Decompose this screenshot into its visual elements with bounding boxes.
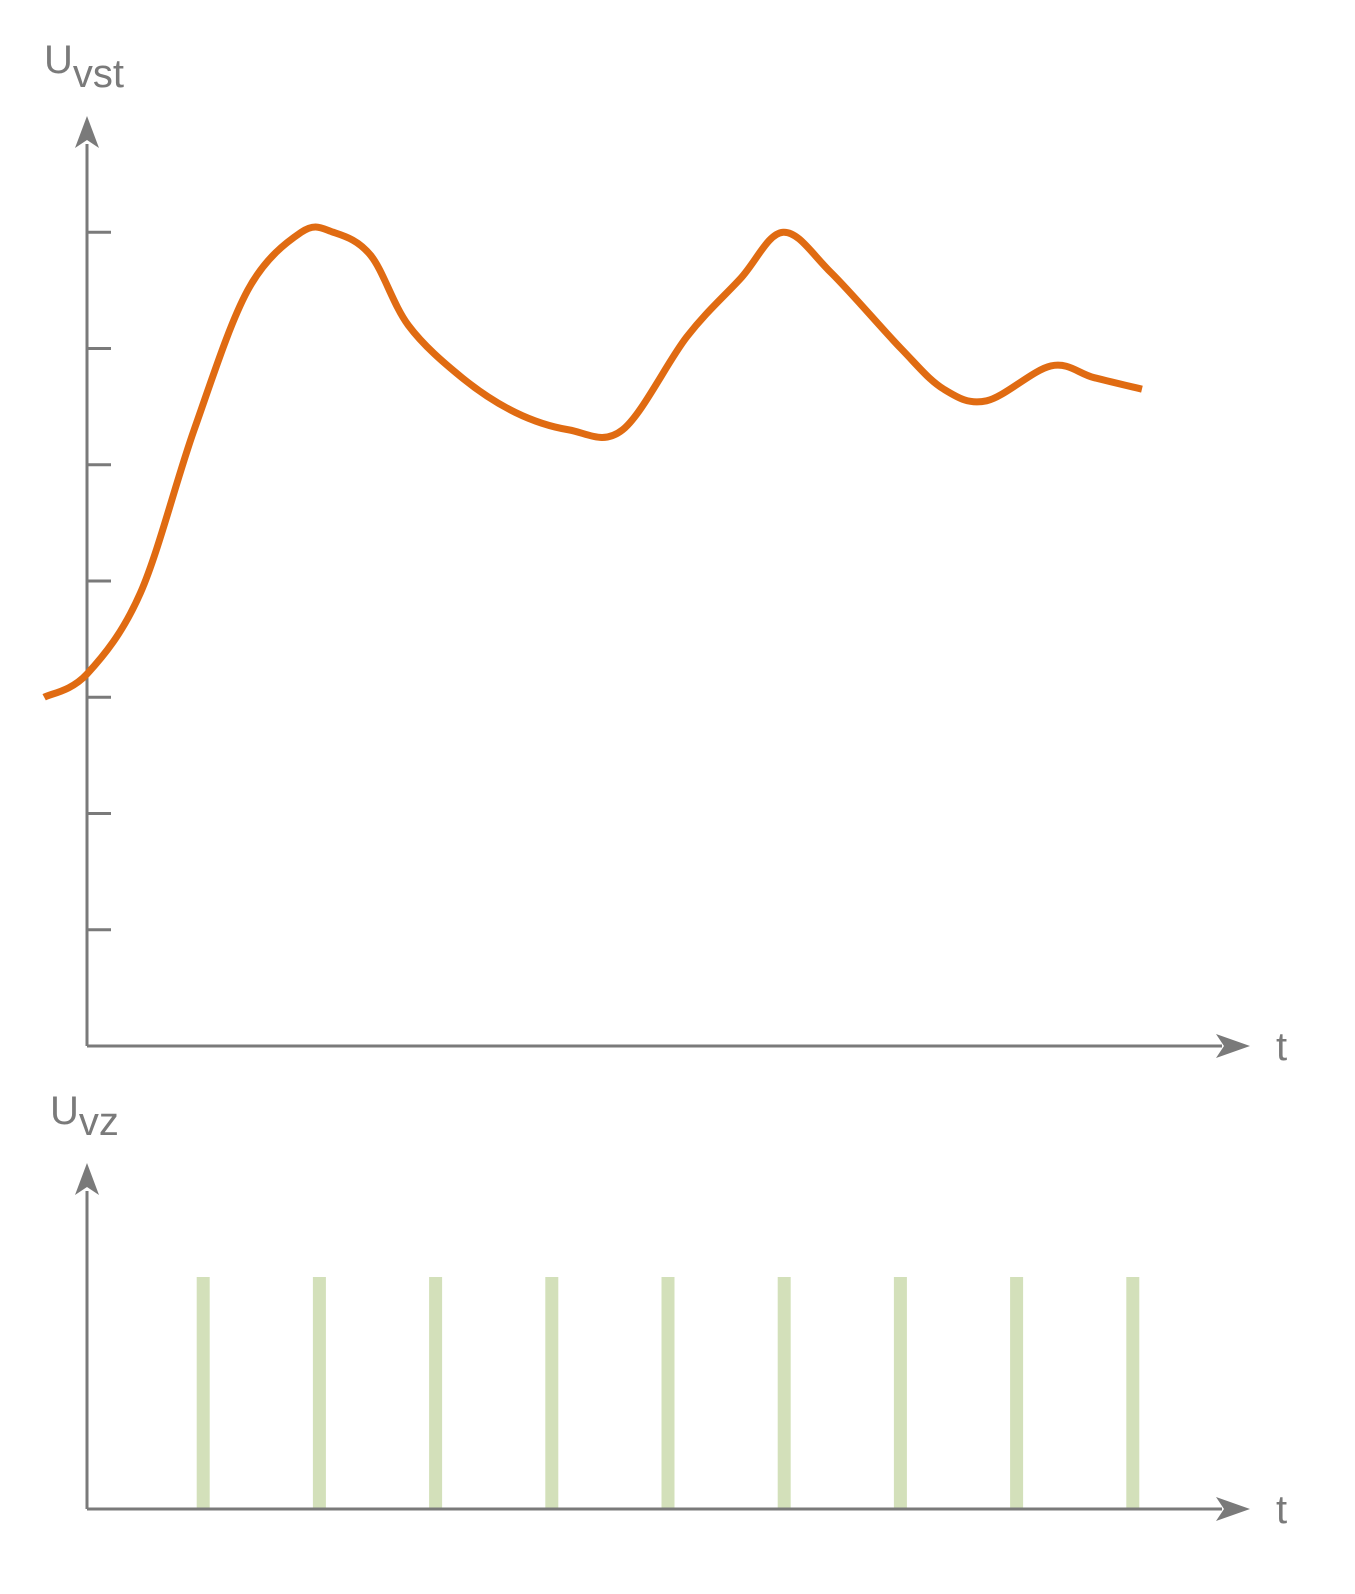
y-axis-label-bottom: Uvz bbox=[50, 1089, 119, 1144]
x-axis-label-top: t bbox=[1276, 1025, 1287, 1069]
control-voltage-chart: Uvst t bbox=[42, 38, 1287, 1069]
x-axis-label-bottom: t bbox=[1276, 1488, 1287, 1532]
axes-bottom bbox=[75, 1163, 1250, 1521]
signal-line bbox=[42, 223, 1143, 701]
sync-pulse bbox=[777, 1277, 791, 1509]
sync-pulse bbox=[893, 1277, 907, 1509]
y-axis-label-top: Uvst bbox=[44, 38, 124, 96]
top-x-axis-arrow bbox=[1216, 1034, 1250, 1058]
sync-pulse bbox=[196, 1277, 210, 1509]
sync-pulse bbox=[429, 1277, 443, 1509]
axes-top bbox=[75, 116, 1250, 1058]
sync-pulse bbox=[1126, 1277, 1140, 1509]
sync-pulse bbox=[312, 1277, 326, 1509]
bottom-x-axis-arrow bbox=[1216, 1497, 1250, 1521]
sync-pulse bbox=[545, 1277, 559, 1509]
pulses bbox=[196, 1277, 1140, 1509]
bottom-y-axis-arrow bbox=[75, 1163, 99, 1195]
top-y-axis-arrow bbox=[75, 116, 99, 148]
sync-pulse bbox=[661, 1277, 675, 1509]
sync-pulse bbox=[1010, 1277, 1024, 1509]
y-ticks-top bbox=[87, 230, 111, 932]
sync-pulse-chart: Uvz t bbox=[50, 1089, 1287, 1532]
